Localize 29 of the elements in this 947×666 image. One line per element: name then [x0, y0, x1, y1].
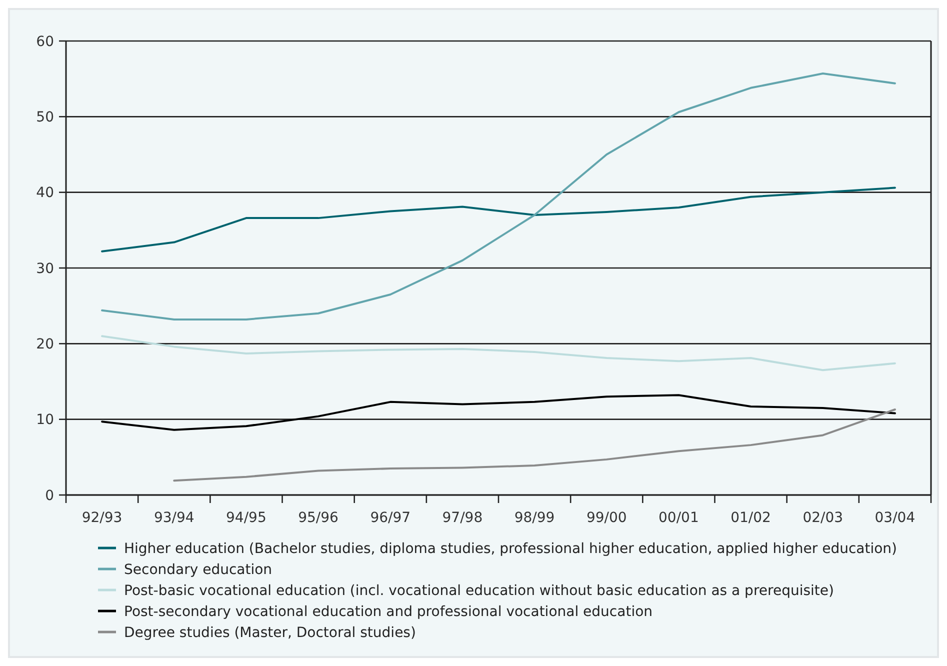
legend-label: Post-secondary vocational education and professional vocational education: [124, 604, 653, 620]
line-series: [101, 72, 896, 320]
legend-label: Post-basic vocational education (incl. vocational education without basic education as a prerequisite): [124, 582, 834, 599]
x-tick-label: 95/96: [298, 510, 339, 526]
x-tick-label: 94/95: [226, 510, 266, 526]
x-tick-label: 92/93: [82, 510, 122, 526]
x-tick-label: 98/99: [514, 510, 555, 526]
legend-label: Higher education (Bachelor studies, diploma studies, professional higher education, applied higher education): [124, 540, 898, 557]
y-tick-label: 10: [36, 412, 54, 428]
y-tick-label: 20: [36, 336, 54, 353]
y-tick-label: 40: [36, 185, 54, 202]
legend-label: Secondary education: [124, 562, 272, 578]
x-tick-label: 96/97: [370, 510, 411, 526]
line-series: [101, 394, 896, 431]
y-tick-label: 0: [45, 488, 54, 504]
x-tick-label: 93/94: [154, 510, 194, 526]
line-series: [101, 186, 896, 252]
line-series: [173, 408, 896, 482]
x-tick-label: 97/98: [442, 510, 483, 526]
y-tick-label: 50: [36, 110, 54, 126]
x-tick-label: 02/03: [802, 510, 844, 526]
line-series: [101, 335, 896, 372]
y-tick-label: 60: [36, 34, 54, 50]
legend-label: Degree studies (Master, Doctoral studies): [124, 624, 416, 641]
x-tick-label: 00/01: [658, 510, 699, 526]
x-tick-label: 01/02: [730, 510, 771, 526]
x-tick-label: 99/00: [586, 510, 627, 526]
x-tick-label: 03/04: [874, 510, 916, 526]
y-tick-label: 30: [36, 260, 54, 277]
